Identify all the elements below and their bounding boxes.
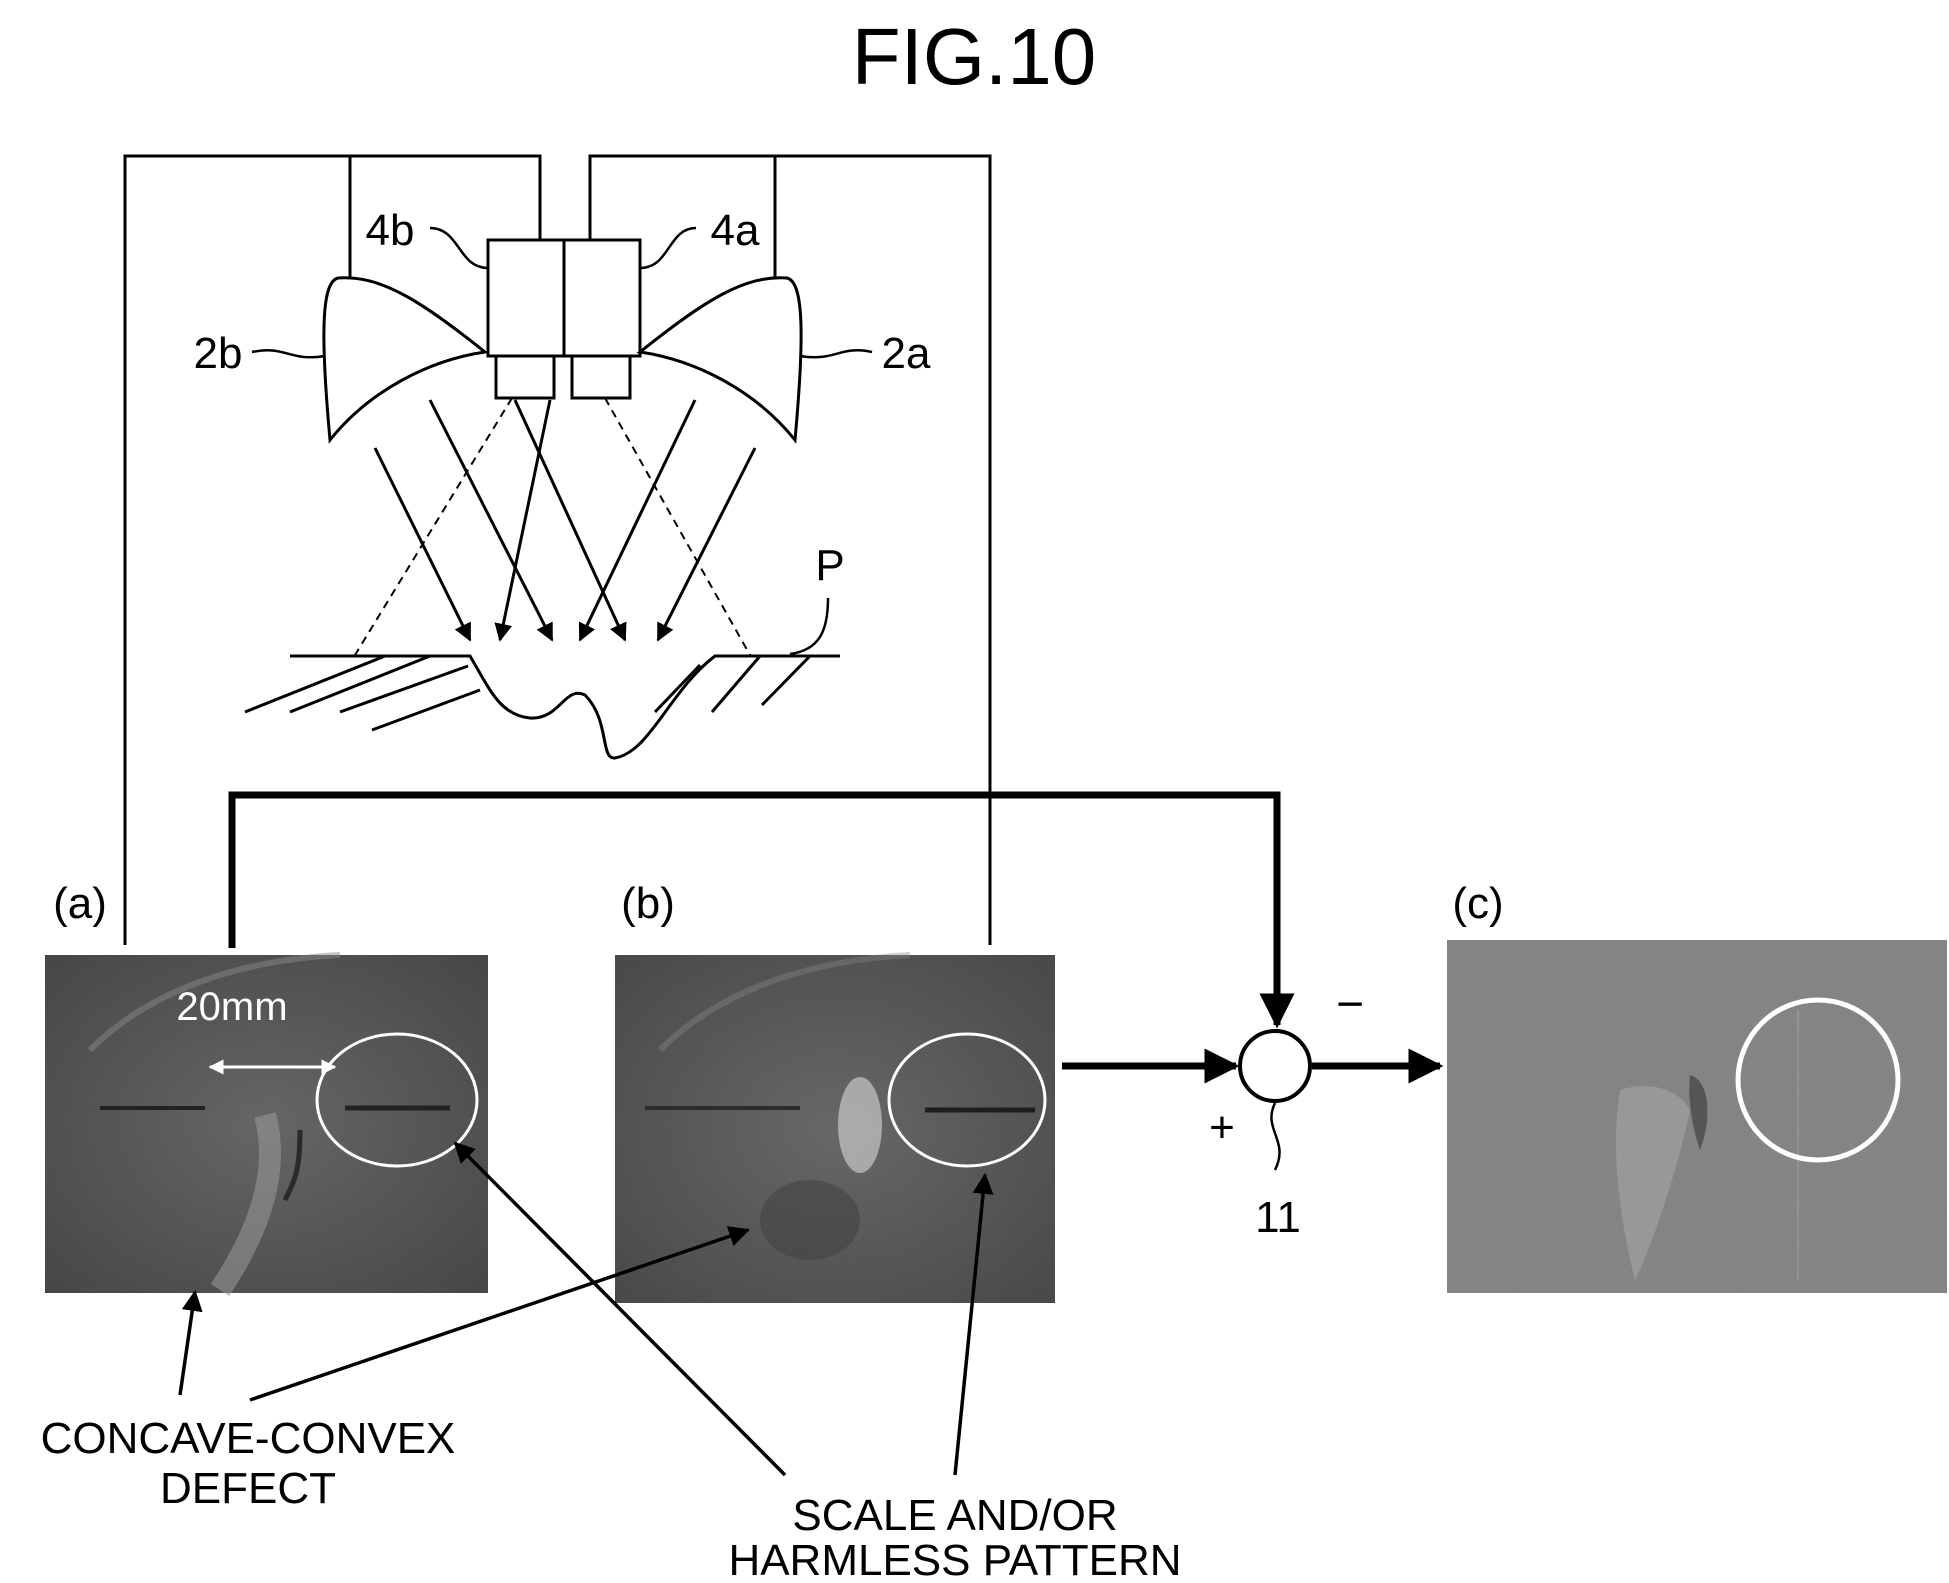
leader-P xyxy=(790,598,828,654)
panel-a-image: 20mm xyxy=(45,955,488,1293)
leader-4a xyxy=(640,228,696,268)
scale-bar-text: 20mm xyxy=(176,985,287,1029)
leader-2b xyxy=(252,350,325,357)
subtractor-plus: + xyxy=(1209,1103,1235,1152)
label-surface-P: P xyxy=(815,541,844,590)
subtractor-11 xyxy=(1240,1031,1310,1101)
camera-4a xyxy=(564,240,640,398)
label-subtractor-11: 11 xyxy=(1255,1193,1301,1242)
callout-defect-line2: DEFECT xyxy=(160,1464,336,1513)
light-source-2b xyxy=(324,278,485,440)
label-camera-4b: 4b xyxy=(366,206,415,255)
leader-11 xyxy=(1271,1103,1279,1170)
panel-c-image xyxy=(1447,940,1947,1293)
subtractor-minus: − xyxy=(1336,978,1364,1031)
panel-c-label: (c) xyxy=(1452,879,1503,928)
label-camera-4a: 4a xyxy=(711,206,760,255)
label-light-2b: 2b xyxy=(194,329,243,378)
leader-4b xyxy=(430,228,488,268)
figure-title: FIG.10 xyxy=(852,12,1097,101)
camera-4b xyxy=(488,240,564,398)
panel-a-label: (a) xyxy=(53,879,107,928)
panel-b-image xyxy=(615,955,1055,1303)
callout-pattern-line1: SCALE AND/OR xyxy=(792,1491,1117,1540)
light-source-2a xyxy=(640,278,801,440)
light-rays xyxy=(375,400,755,640)
callout-pattern-line2: HARMLESS PATTERN xyxy=(728,1536,1181,1583)
leader-2a xyxy=(800,350,872,357)
panel-b-label: (b) xyxy=(621,879,675,928)
label-light-2a: 2a xyxy=(882,329,931,378)
inspected-surface xyxy=(245,656,840,758)
callout-defect-line1: CONCAVE-CONVEX xyxy=(41,1414,456,1463)
